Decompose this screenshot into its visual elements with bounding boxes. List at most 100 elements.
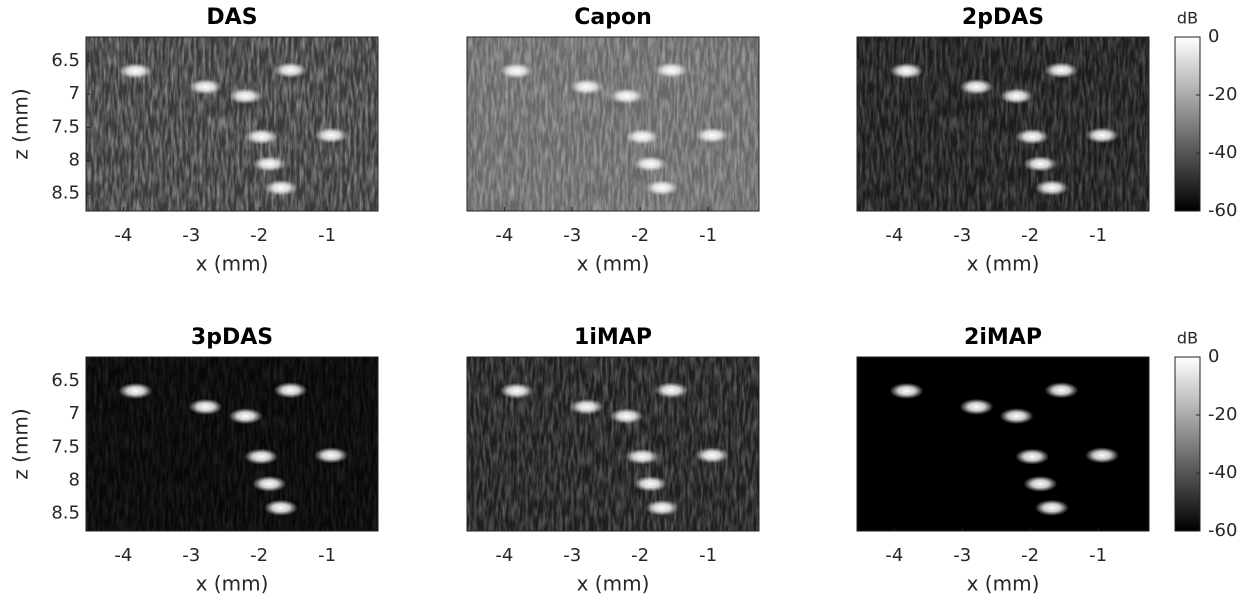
point-target <box>188 78 223 95</box>
x-tick-label: -2 <box>1021 545 1039 566</box>
y-tick-label: 8.5 <box>51 503 80 524</box>
x-tick-label: -4 <box>114 225 132 246</box>
y-tick-label: 8.5 <box>51 183 80 204</box>
point-target <box>252 155 287 172</box>
colorbar-tick-label: -40 <box>1208 142 1237 163</box>
x-tick-label: -4 <box>885 225 903 246</box>
point-target <box>633 475 668 492</box>
colorbar-tick-label: -20 <box>1208 404 1237 425</box>
y-tick-label: 8 <box>69 470 80 491</box>
point-target <box>959 398 994 415</box>
point-target <box>1044 382 1079 399</box>
panel-title: DAS <box>206 5 257 30</box>
point-target <box>569 398 604 415</box>
speckle <box>467 357 759 531</box>
point-target <box>499 62 534 79</box>
panel: 3pDAS -4 -3 -2 -1 6.5 7 7.5 8 8.5 x (mm) z (mm) <box>9 325 379 596</box>
point-target <box>999 408 1034 425</box>
axes-frame <box>85 356 379 532</box>
point-target <box>569 78 604 95</box>
axes-frame <box>856 36 1150 212</box>
point-target <box>1085 127 1120 144</box>
y-tick-label: 7.5 <box>51 116 80 137</box>
y-tick-label: 7 <box>69 403 80 424</box>
x-tick-label: -4 <box>495 225 513 246</box>
x-axis-label: x (mm) <box>577 252 650 276</box>
colorbar-tick-label: -60 <box>1208 200 1237 221</box>
x-tick-label: -1 <box>318 545 336 566</box>
x-tick-label: -3 <box>563 545 581 566</box>
point-target <box>695 447 730 464</box>
y-tick-label: 8 <box>69 150 80 171</box>
point-target <box>1044 62 1079 79</box>
point-target <box>252 475 287 492</box>
x-tick-label: -3 <box>182 225 200 246</box>
panel-title: 2iMAP <box>964 325 1042 350</box>
point-target <box>959 78 994 95</box>
y-tick-label: 6.5 <box>51 370 80 391</box>
point-target <box>273 382 308 399</box>
speckle <box>857 37 1149 211</box>
x-tick-label: -2 <box>250 545 268 566</box>
panel: 1iMAP -4 -3 -2 -1 x (mm) <box>466 325 760 596</box>
point-target <box>314 447 349 464</box>
colorbar-tick-label: 0 <box>1208 26 1219 47</box>
x-axis-label: x (mm) <box>577 572 650 596</box>
y-tick-label: 7.5 <box>51 436 80 457</box>
x-axis-label: x (mm) <box>967 572 1040 596</box>
colorbar-label: dB <box>1177 329 1198 348</box>
colorbar <box>1174 36 1201 212</box>
point-target <box>1034 179 1069 196</box>
targets <box>889 62 1120 196</box>
y-tick-label: 7 <box>69 83 80 104</box>
point-target <box>118 382 153 399</box>
point-target <box>118 62 153 79</box>
panel: 2iMAP -4 -3 -2 -1 x (mm) dB 0 -20 -40 -60 <box>856 325 1237 596</box>
panel-title: 1iMAP <box>574 325 652 350</box>
targets <box>499 62 730 196</box>
point-target <box>999 88 1034 105</box>
point-target <box>1085 447 1120 464</box>
point-target <box>314 127 349 144</box>
x-tick-label: -2 <box>250 225 268 246</box>
y-axis-label: z (mm) <box>9 88 33 159</box>
point-target <box>263 179 298 196</box>
x-tick-label: -1 <box>318 225 336 246</box>
x-tick-label: -1 <box>1089 225 1107 246</box>
y-tick-label: 6.5 <box>51 50 80 71</box>
x-axis-label: x (mm) <box>967 252 1040 276</box>
axes-frame <box>856 356 1150 532</box>
point-target <box>1023 155 1058 172</box>
panel-title: Capon <box>574 5 652 30</box>
speckle <box>86 37 378 211</box>
x-tick-label: -3 <box>953 545 971 566</box>
x-axis-label: x (mm) <box>196 252 269 276</box>
x-tick-label: -4 <box>114 545 132 566</box>
point-target <box>644 499 679 516</box>
x-axis-label: x (mm) <box>196 572 269 596</box>
point-target <box>499 382 534 399</box>
point-target <box>244 128 279 145</box>
targets <box>118 62 349 196</box>
point-target <box>654 382 689 399</box>
x-tick-label: -4 <box>495 545 513 566</box>
panel: 2pDAS -4 -3 -2 -1 x (mm) dB 0 -20 -40 -60 <box>856 5 1237 276</box>
point-target <box>625 448 660 465</box>
colorbar-tick-label: 0 <box>1208 346 1219 367</box>
axes-frame <box>466 356 760 532</box>
point-target <box>188 398 223 415</box>
point-target <box>889 382 924 399</box>
point-target <box>644 179 679 196</box>
x-tick-label: -1 <box>1089 545 1107 566</box>
point-target <box>625 128 660 145</box>
point-target <box>1015 448 1050 465</box>
x-tick-label: -3 <box>563 225 581 246</box>
panel-title: 2pDAS <box>962 5 1044 30</box>
point-target <box>263 499 298 516</box>
point-target <box>1015 128 1050 145</box>
colorbar-label: dB <box>1177 9 1198 28</box>
point-target <box>889 62 924 79</box>
x-tick-label: -2 <box>631 225 649 246</box>
y-axis-label: z (mm) <box>9 408 33 479</box>
x-tick-label: -2 <box>631 545 649 566</box>
